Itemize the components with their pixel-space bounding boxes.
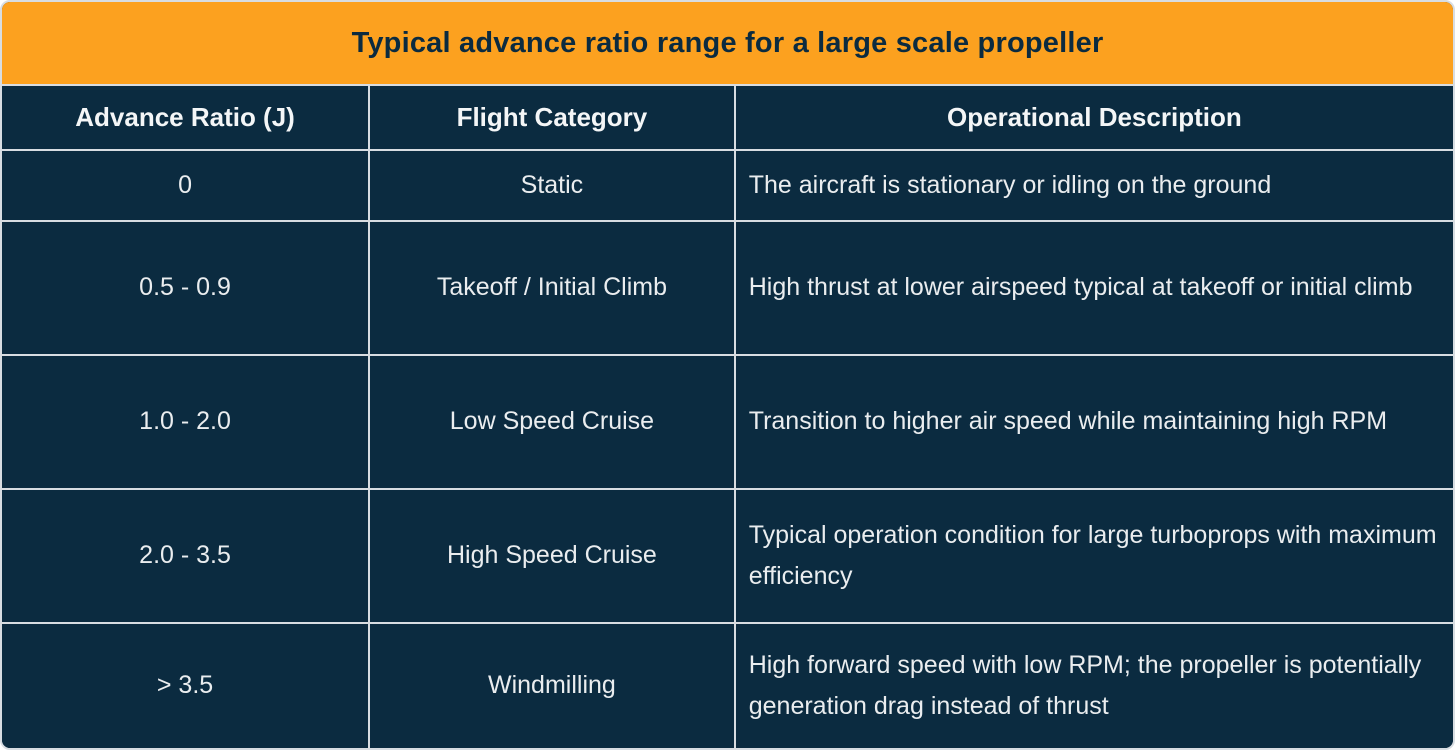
page-title: Typical advance ratio range for a large … <box>351 26 1104 59</box>
category-cell: High Speed Cruise <box>368 487 736 624</box>
ratio-cell: 2.0 - 3.5 <box>2 487 371 624</box>
column-header-flight-category: Flight Category <box>368 85 736 151</box>
description-cell: High thrust at lower airspeed typical at… <box>733 219 1453 356</box>
description-cell: Transition to higher air speed while mai… <box>733 353 1453 490</box>
table-row: 1.0 - 2.0 Low Speed Cruise Transition to… <box>2 353 1453 490</box>
table-row: 2.0 - 3.5 High Speed Cruise Typical oper… <box>2 487 1453 624</box>
ratio-cell: 0 <box>2 149 371 222</box>
category-cell: Low Speed Cruise <box>368 353 736 490</box>
column-header-operational-description: Operational Description <box>733 85 1453 151</box>
advance-ratio-table: Advance Ratio (J) Flight Category Operat… <box>2 85 1453 748</box>
description-cell: Typical operation condition for large tu… <box>733 487 1453 624</box>
category-cell: Takeoff / Initial Climb <box>368 219 736 356</box>
ratio-cell: 0.5 - 0.9 <box>2 219 371 356</box>
category-cell: Static <box>368 149 736 222</box>
ratio-cell: 1.0 - 2.0 <box>2 353 371 490</box>
column-header-advance-ratio: Advance Ratio (J) <box>2 85 371 151</box>
category-cell: Windmilling <box>368 621 736 748</box>
table-title-banner: Typical advance ratio range for a large … <box>2 2 1453 84</box>
description-cell: High forward speed with low RPM; the pro… <box>733 621 1453 748</box>
table-header-row: Advance Ratio (J) Flight Category Operat… <box>2 85 1453 151</box>
table-row: > 3.5 Windmilling High forward speed wit… <box>2 621 1453 748</box>
table-container: Advance Ratio (J) Flight Category Operat… <box>2 84 1453 748</box>
table-row: 0 Static The aircraft is stationary or i… <box>2 149 1453 222</box>
table-row: 0.5 - 0.9 Takeoff / Initial Climb High t… <box>2 219 1453 356</box>
description-cell: The aircraft is stationary or idling on … <box>733 149 1453 222</box>
ratio-cell: > 3.5 <box>2 621 371 748</box>
